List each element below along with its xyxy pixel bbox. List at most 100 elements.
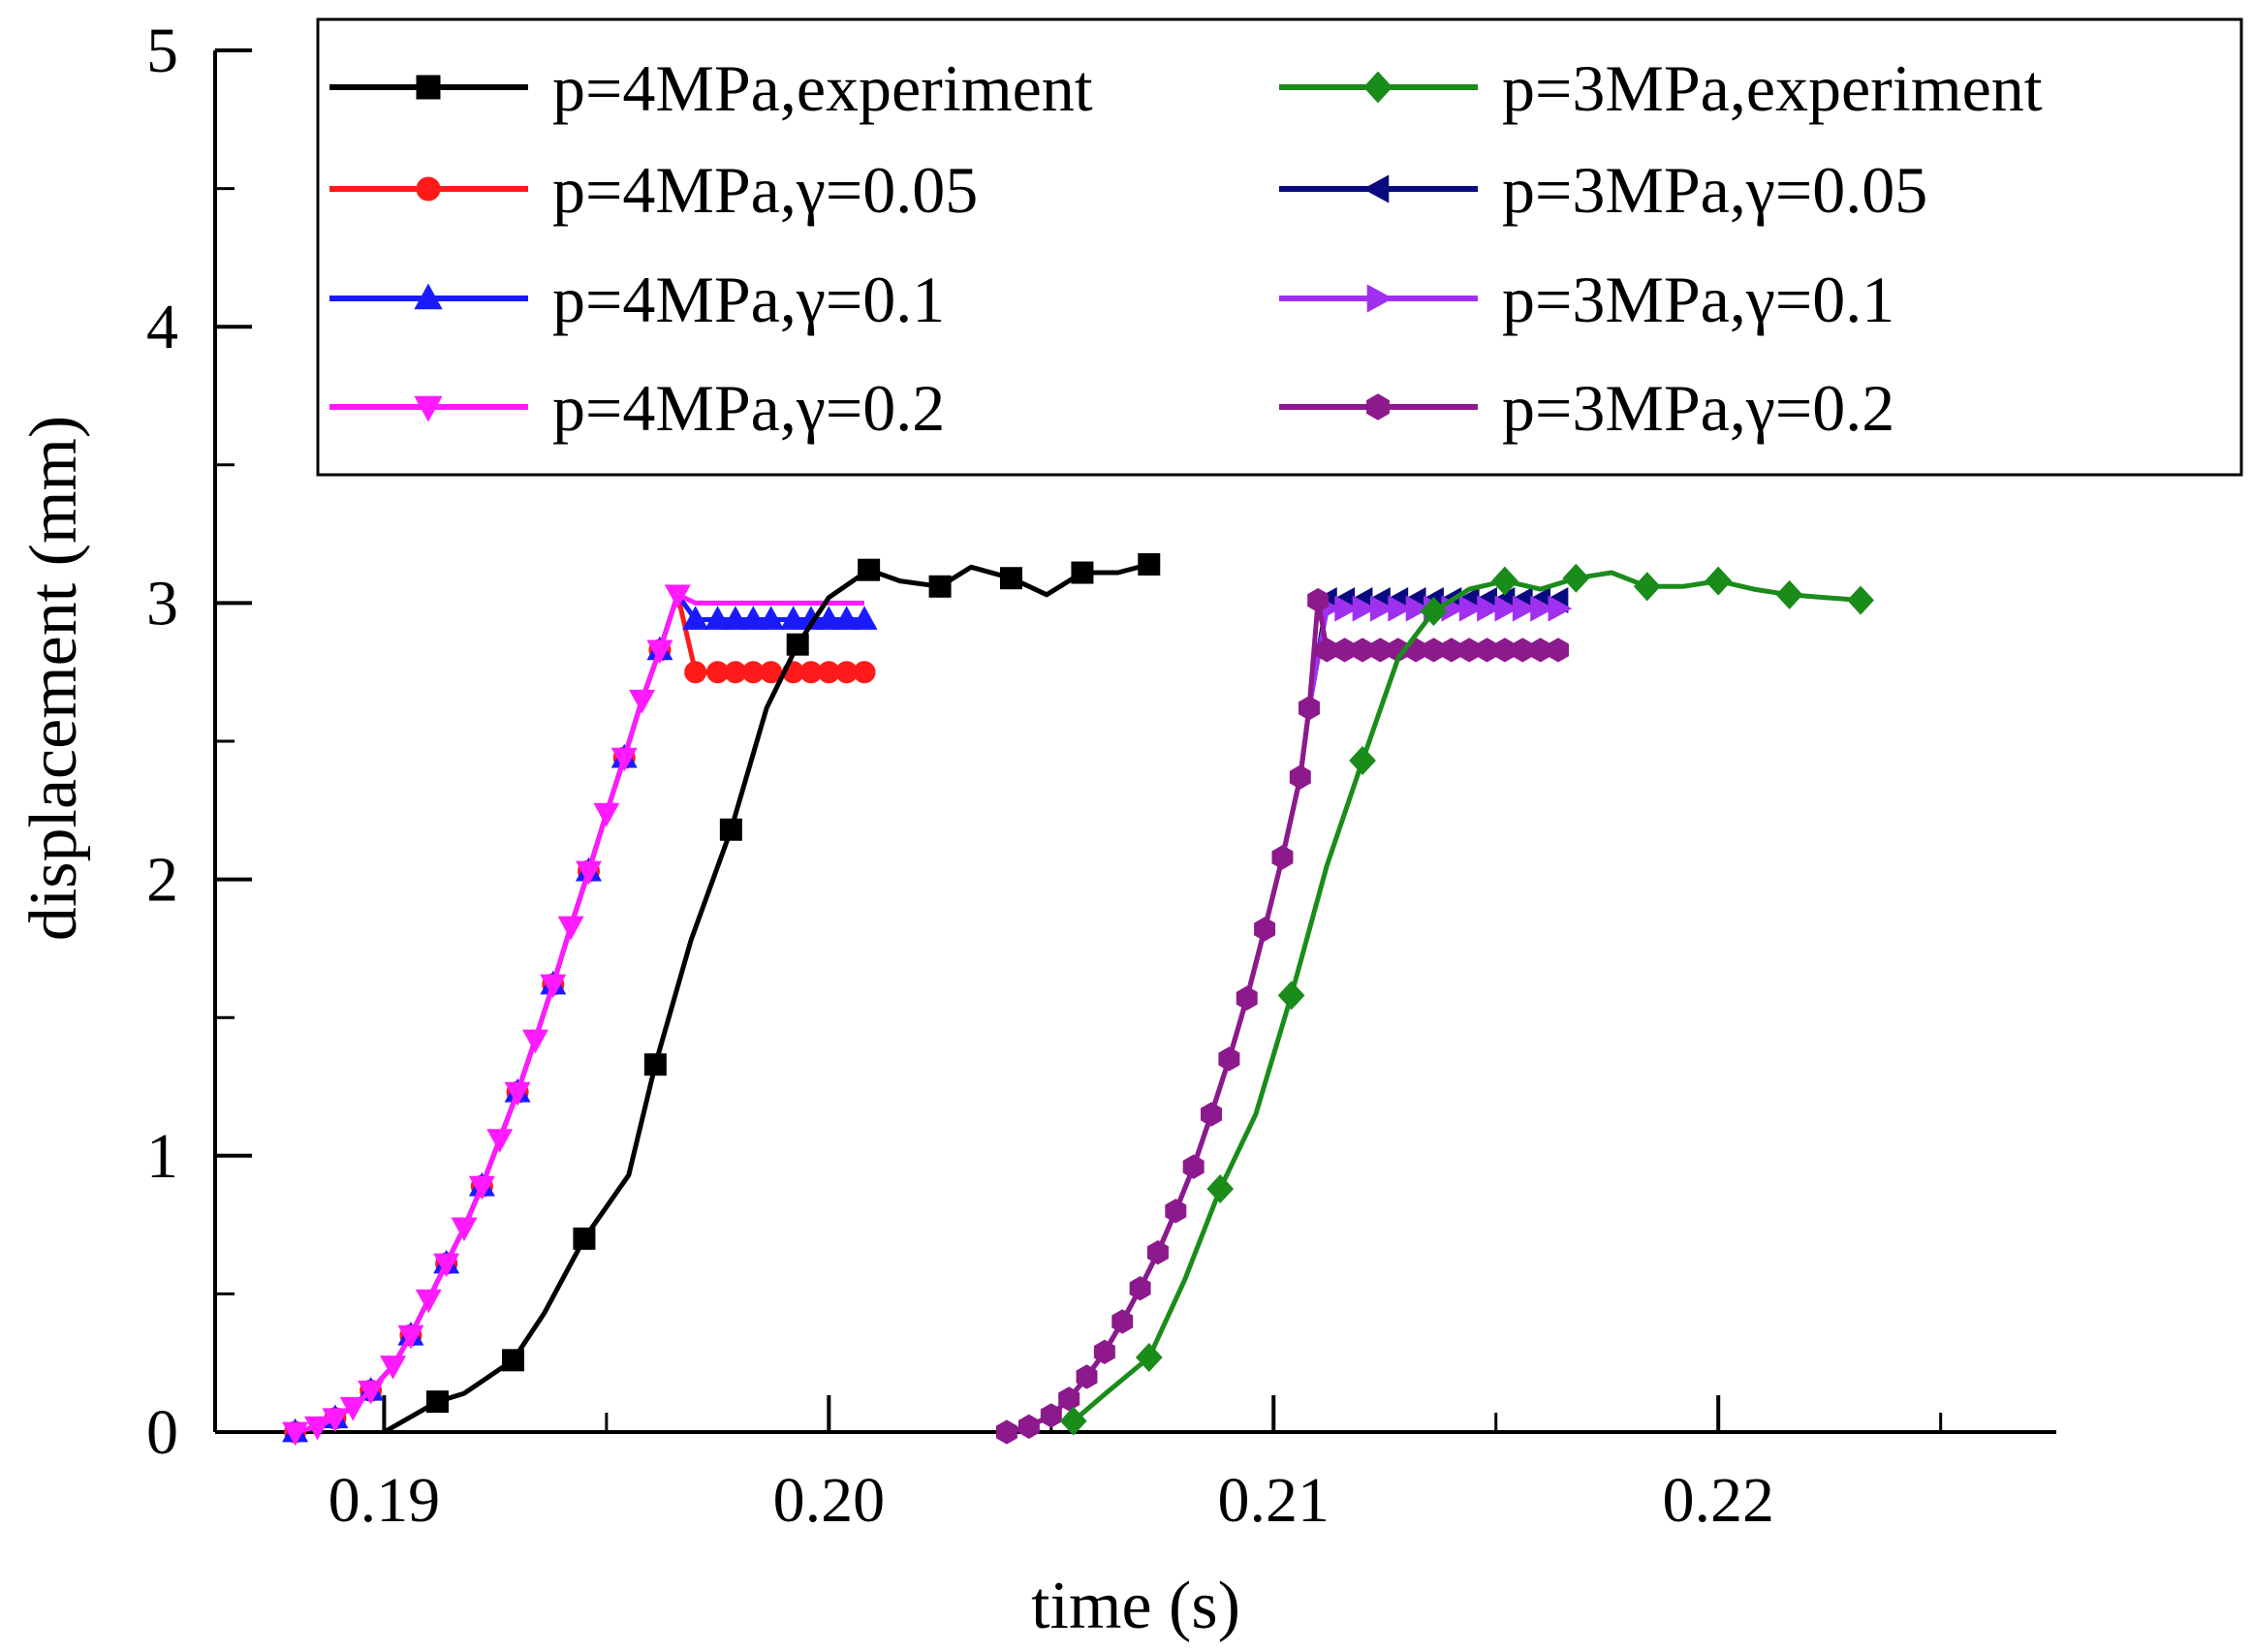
y-axis-title: displacement (mm) <box>16 416 91 941</box>
data-point <box>1129 1276 1151 1301</box>
legend-item: p=3MPa,γ=0.1 <box>1279 263 1894 336</box>
series-line <box>294 592 864 1435</box>
data-point <box>1307 587 1330 613</box>
data-point <box>425 1390 449 1414</box>
data-point <box>1206 1173 1235 1204</box>
data-point <box>1633 572 1661 602</box>
legend-label: p=3MPa,γ=0.1 <box>1502 263 1894 336</box>
series-p=4MPa,experiment <box>383 552 1161 1435</box>
data-point <box>704 606 732 630</box>
legend-item: p=4MPa,γ=0.1 <box>329 263 945 336</box>
data-point <box>1111 1309 1134 1334</box>
data-point <box>1349 745 1376 776</box>
data-point <box>1289 764 1311 790</box>
data-point <box>1334 595 1359 622</box>
data-point <box>468 1175 495 1200</box>
x-axis-title: time (s) <box>1031 1569 1240 1643</box>
legend-item: p=3MPa,γ=0.2 <box>1279 371 1894 445</box>
series-p=4MPa,γ=0.1 <box>282 592 878 1443</box>
data-point <box>1458 638 1481 663</box>
series-line <box>1072 570 1862 1423</box>
data-point <box>853 661 876 684</box>
data-point <box>664 584 691 609</box>
data-point <box>1491 566 1518 596</box>
data-point <box>1182 1154 1205 1179</box>
data-point <box>1476 638 1498 663</box>
data-point <box>1299 696 1320 721</box>
data-point <box>1405 595 1430 622</box>
data-point <box>1420 596 1448 626</box>
data-point <box>1423 638 1445 663</box>
y-tick-label: 4 <box>146 292 178 362</box>
data-point <box>304 1416 331 1441</box>
data-point <box>504 1081 531 1107</box>
data-point <box>1366 393 1390 421</box>
data-point <box>1562 563 1590 593</box>
data-point <box>1440 638 1462 663</box>
legend-label: p=3MPa,γ=0.2 <box>1502 371 1894 445</box>
data-point <box>1040 1403 1062 1428</box>
data-point <box>758 606 785 630</box>
series-line <box>294 592 864 1435</box>
y-tick-label: 1 <box>146 1121 178 1192</box>
data-point <box>1352 595 1377 622</box>
data-point <box>1352 638 1374 663</box>
data-point <box>1059 1406 1087 1436</box>
y-tick-label: 2 <box>146 845 178 916</box>
data-point <box>646 639 673 665</box>
data-point <box>858 558 881 581</box>
data-point <box>593 802 620 827</box>
data-point <box>1201 1102 1222 1127</box>
data-point <box>1146 1239 1169 1265</box>
data-point <box>521 1029 548 1054</box>
data-point <box>1277 981 1305 1011</box>
data-point <box>416 75 441 100</box>
data-point <box>928 575 952 598</box>
legend-item: p=4MPa,experiment <box>329 51 1093 125</box>
legend: p=4MPa,experiment p=3MPa,experiment p=4MPa… <box>316 17 2243 477</box>
data-point <box>1512 638 1534 663</box>
data-point <box>999 567 1022 590</box>
data-point <box>629 689 656 714</box>
series-p=3MPa,γ=0.1 <box>1006 595 1573 1435</box>
x-tick-label: 0.20 <box>773 1465 886 1536</box>
data-point <box>1362 71 1393 104</box>
data-point <box>358 1380 385 1405</box>
data-point <box>1017 1414 1040 1439</box>
data-point <box>1477 595 1501 622</box>
series-line <box>1006 598 1558 1435</box>
data-point <box>1369 638 1392 663</box>
data-point <box>1254 917 1276 942</box>
data-point <box>576 860 603 886</box>
data-point <box>1058 1387 1080 1412</box>
data-point <box>451 1217 478 1242</box>
data-point <box>282 1421 309 1447</box>
data-point <box>415 1289 442 1314</box>
data-point <box>1366 284 1393 313</box>
data-point <box>1529 638 1551 663</box>
series-line <box>294 592 864 1435</box>
data-point <box>1362 174 1390 203</box>
data-point <box>380 1356 407 1380</box>
x-tick-label: 0.21 <box>1218 1465 1330 1536</box>
series-p=3MPa,γ=0.2 <box>995 587 1569 1445</box>
data-point <box>1388 595 1413 622</box>
data-point <box>573 1227 596 1250</box>
data-point <box>1071 561 1094 584</box>
data-point <box>851 606 878 630</box>
data-point <box>1093 1339 1115 1364</box>
data-point <box>322 1408 349 1432</box>
data-point <box>1138 552 1161 576</box>
data-point <box>643 1053 667 1076</box>
data-point <box>1494 595 1519 622</box>
data-point <box>719 818 742 841</box>
data-point <box>1370 595 1394 622</box>
series-line <box>383 562 1150 1435</box>
x-tick-label: 0.22 <box>1662 1465 1774 1536</box>
series-p=3MPa,experiment <box>1059 563 1874 1436</box>
data-point <box>1512 595 1537 622</box>
data-point <box>1333 638 1356 663</box>
legend-item: p=4MPa,γ=0.2 <box>329 371 945 445</box>
data-point <box>1493 638 1516 663</box>
